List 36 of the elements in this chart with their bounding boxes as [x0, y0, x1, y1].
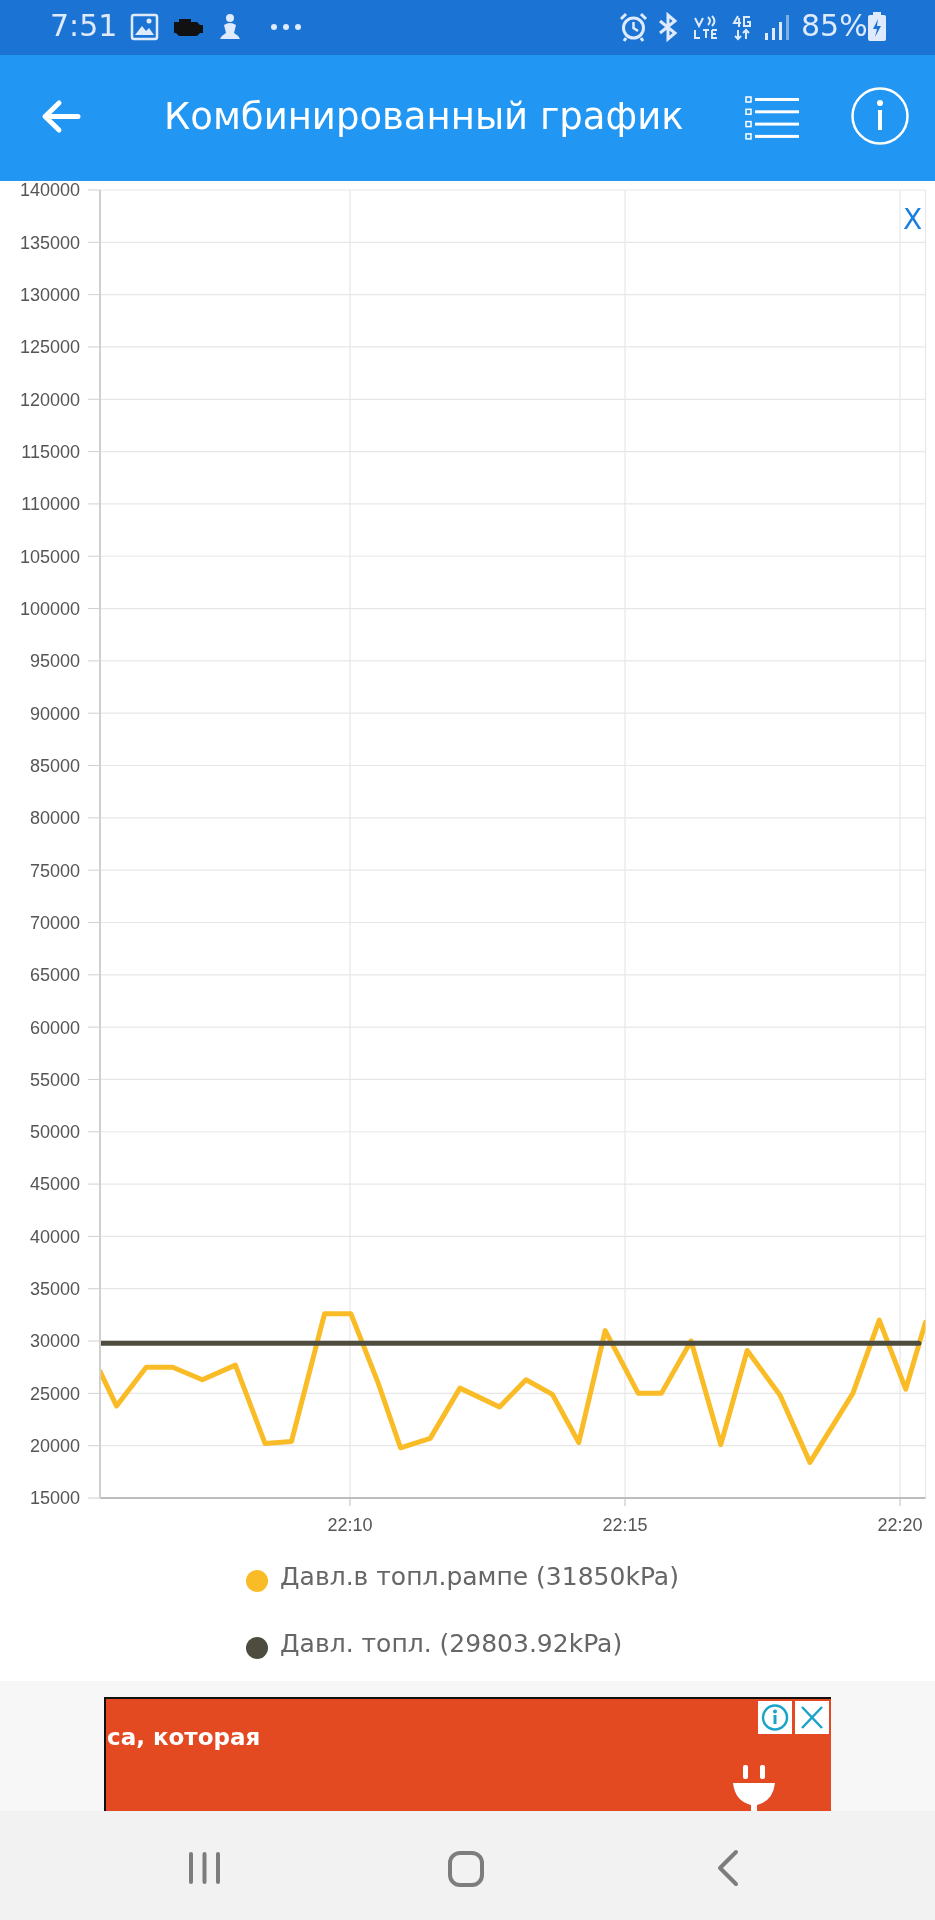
legend-label: Давл. топл. (29803.92kPa) — [280, 1629, 623, 1658]
text: 85% — [801, 8, 868, 43]
text: 7:51 — [50, 8, 118, 43]
annotation: X — [903, 203, 923, 236]
y-tick-label: 95000 — [29, 651, 80, 672]
chart-title: Комбинированный график — [164, 95, 684, 138]
y-tick-label: 80000 — [29, 808, 80, 829]
y-tick-label: 45000 — [29, 1174, 80, 1195]
y-tick-label: 60000 — [29, 1017, 80, 1038]
y-tick-label: 75000 — [29, 860, 80, 881]
legend-label: Давл.в топл.рампе (31850kPa) — [280, 1562, 679, 1591]
y-tick-label: 30000 — [29, 1331, 80, 1352]
y-tick-label: 20000 — [29, 1436, 80, 1457]
y-tick-label: 100000 — [19, 598, 80, 619]
x-tick-label: 22:10 — [327, 1514, 373, 1535]
y-tick-label: 130000 — [19, 285, 80, 306]
y-tick-label: 105000 — [19, 546, 80, 567]
y-tick-label: 50000 — [29, 1122, 80, 1143]
y-tick-label: 115000 — [21, 441, 80, 462]
text: са, которая — [107, 1724, 261, 1750]
y-tick-label: 35000 — [29, 1279, 80, 1300]
y-tick-label: 110000 — [21, 494, 80, 515]
y-tick-label: 70000 — [29, 912, 80, 933]
y-tick-label: 120000 — [19, 389, 80, 410]
y-tick-label: 25000 — [29, 1383, 80, 1404]
y-tick-label: 15000 — [29, 1488, 80, 1509]
x-tick-label: 22:15 — [602, 1514, 648, 1535]
y-tick-label: 40000 — [29, 1226, 80, 1247]
y-tick-label: 140000 — [19, 180, 80, 201]
y-tick-label: 125000 — [19, 337, 80, 358]
y-tick-label: 65000 — [29, 965, 80, 986]
x-tick-label: 22:20 — [877, 1514, 923, 1535]
y-tick-label: 90000 — [29, 703, 80, 724]
y-tick-label: 55000 — [29, 1069, 80, 1090]
y-tick-label: 135000 — [19, 232, 80, 253]
y-tick-label: 85000 — [29, 755, 80, 776]
